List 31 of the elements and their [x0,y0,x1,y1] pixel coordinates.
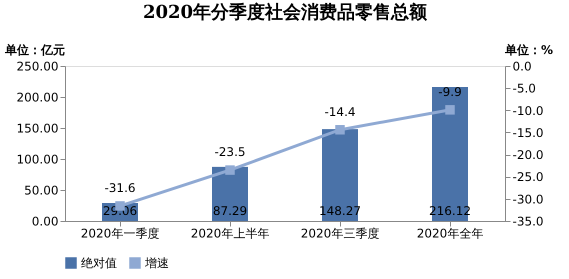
y-tick-label: 200.00 [16,90,58,104]
point [225,165,235,175]
y-tick-label: 150.00 [16,122,58,136]
legend-label: 增速 [144,256,169,270]
x-tick-label: 2020年三季度 [300,226,380,240]
y2-axis-title: 单位：% [504,43,553,57]
y-tick-label: 250.00 [16,60,58,74]
y2-tick-label: -25.0 [512,170,544,184]
y2-tick-label: -5.0 [512,82,536,96]
y-tick-label: 0.00 [32,214,58,228]
y-tick-label: 100.00 [16,152,58,166]
y2-tick-label: 0.0 [512,60,532,74]
point [335,125,345,135]
y2-tick-label: -10.0 [512,104,544,118]
data-label: -9.9 [438,84,462,99]
x-tick-label: 2020年一季度 [80,226,160,240]
y2-tick-label: -35.0 [512,214,544,228]
data-label: -14.4 [324,104,356,119]
point [445,105,455,115]
legend-label: 绝对值 [81,256,117,270]
y2-tick-label: -30.0 [512,192,544,206]
y-tick-label: 50.00 [24,184,58,198]
data-label: -23.5 [214,145,246,160]
x-tick-label: 2020年全年 [416,226,484,240]
chart-title: 2020年分季度社会消费品零售总额 [142,2,428,23]
y2-tick-label: -15.0 [512,126,544,140]
y2-tick-label: -20.0 [512,148,544,162]
data-label: -31.6 [104,180,136,195]
y-axis-title: 单位：亿元 [4,43,65,57]
data-label: 87.29 [212,204,248,218]
x-tick-label: 2020年上半年 [190,226,270,240]
